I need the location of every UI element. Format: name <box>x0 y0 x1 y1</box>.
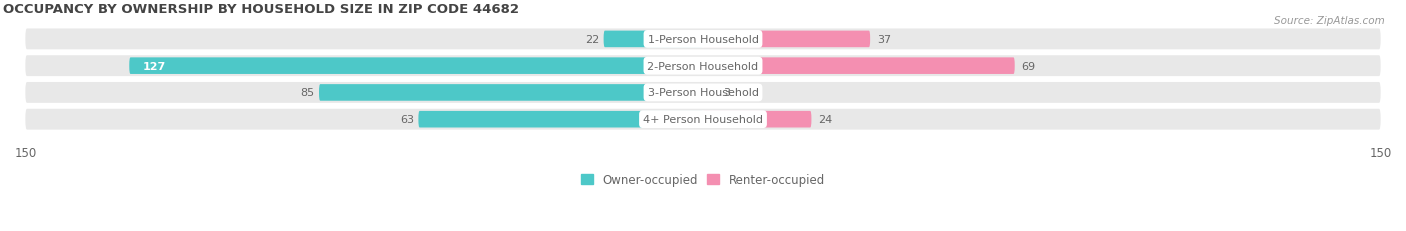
Text: 3-Person Household: 3-Person Household <box>648 88 758 98</box>
Text: 127: 127 <box>143 61 166 71</box>
Text: Source: ZipAtlas.com: Source: ZipAtlas.com <box>1274 16 1385 26</box>
Text: 3: 3 <box>723 88 730 98</box>
Text: 4+ Person Household: 4+ Person Household <box>643 115 763 125</box>
FancyBboxPatch shape <box>703 85 717 101</box>
FancyBboxPatch shape <box>25 56 1381 77</box>
Text: 85: 85 <box>301 88 315 98</box>
Text: 22: 22 <box>585 35 599 45</box>
FancyBboxPatch shape <box>129 58 703 75</box>
FancyBboxPatch shape <box>703 111 811 128</box>
FancyBboxPatch shape <box>25 29 1381 50</box>
Text: 63: 63 <box>399 115 413 125</box>
FancyBboxPatch shape <box>25 109 1381 130</box>
FancyBboxPatch shape <box>319 85 703 101</box>
FancyBboxPatch shape <box>419 111 703 128</box>
Text: 69: 69 <box>1022 61 1036 71</box>
FancyBboxPatch shape <box>603 31 703 48</box>
Text: OCCUPANCY BY OWNERSHIP BY HOUSEHOLD SIZE IN ZIP CODE 44682: OCCUPANCY BY OWNERSHIP BY HOUSEHOLD SIZE… <box>3 3 519 16</box>
FancyBboxPatch shape <box>25 83 1381 103</box>
Text: 24: 24 <box>818 115 832 125</box>
FancyBboxPatch shape <box>703 58 1015 75</box>
Text: 1-Person Household: 1-Person Household <box>648 35 758 45</box>
Text: 37: 37 <box>877 35 891 45</box>
Legend: Owner-occupied, Renter-occupied: Owner-occupied, Renter-occupied <box>576 168 830 191</box>
Text: 2-Person Household: 2-Person Household <box>647 61 759 71</box>
FancyBboxPatch shape <box>703 31 870 48</box>
